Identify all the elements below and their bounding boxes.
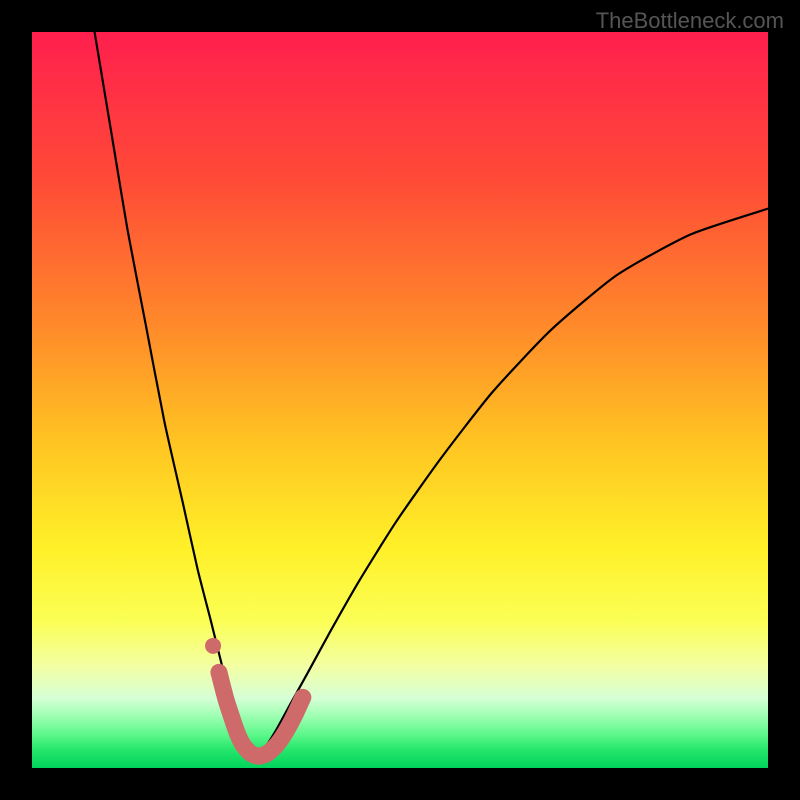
bottleneck-chart xyxy=(0,0,800,800)
plot-gradient-area xyxy=(32,32,768,768)
chart-stage: TheBottleneck.com xyxy=(0,0,800,800)
watermark-text: TheBottleneck.com xyxy=(596,8,784,34)
valley-highlight-dot xyxy=(205,638,221,654)
